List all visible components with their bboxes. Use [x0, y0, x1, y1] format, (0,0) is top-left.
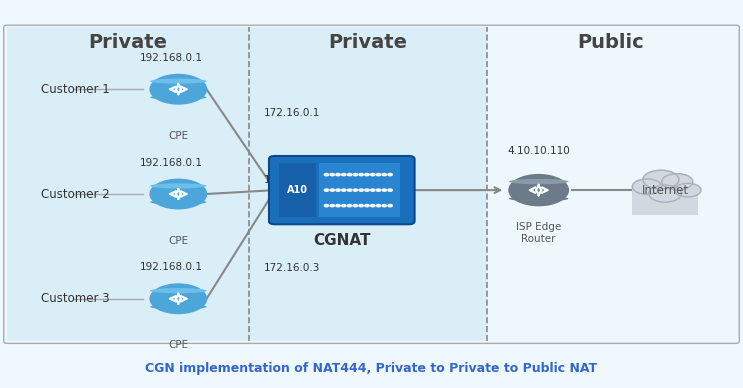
Text: CPE: CPE	[168, 236, 189, 246]
Circle shape	[365, 204, 369, 207]
Circle shape	[509, 175, 568, 206]
Text: 192.168.0.1: 192.168.0.1	[140, 53, 202, 63]
Text: Private: Private	[328, 33, 407, 52]
Text: Customer 3: Customer 3	[41, 292, 109, 305]
Circle shape	[342, 189, 346, 191]
FancyBboxPatch shape	[249, 27, 487, 341]
Ellipse shape	[509, 179, 568, 184]
Circle shape	[382, 189, 386, 191]
Text: 192.168.0.1: 192.168.0.1	[140, 262, 202, 272]
Circle shape	[353, 173, 357, 176]
FancyBboxPatch shape	[279, 163, 316, 217]
Circle shape	[382, 204, 386, 207]
Circle shape	[376, 173, 380, 176]
Text: 4.10.10.110: 4.10.10.110	[507, 146, 570, 156]
Circle shape	[675, 183, 701, 197]
Circle shape	[342, 173, 346, 176]
Text: Customer 1: Customer 1	[41, 83, 110, 96]
Circle shape	[643, 170, 679, 189]
Text: CPE: CPE	[168, 131, 189, 141]
Circle shape	[150, 284, 207, 314]
Text: CGN implementation of NAT444, Private to Private to Public NAT: CGN implementation of NAT444, Private to…	[146, 362, 597, 375]
Text: ISP Edge
Router: ISP Edge Router	[516, 222, 561, 244]
Circle shape	[336, 189, 340, 191]
Circle shape	[376, 189, 380, 191]
FancyBboxPatch shape	[319, 163, 400, 217]
Circle shape	[336, 173, 340, 176]
Ellipse shape	[509, 196, 568, 201]
Circle shape	[359, 189, 363, 191]
Text: CGNAT: CGNAT	[313, 233, 371, 248]
FancyBboxPatch shape	[269, 156, 415, 224]
Ellipse shape	[150, 199, 207, 205]
Circle shape	[324, 204, 328, 207]
Circle shape	[330, 204, 334, 207]
Circle shape	[330, 173, 334, 176]
Circle shape	[365, 173, 369, 176]
FancyBboxPatch shape	[487, 27, 736, 341]
Text: Public: Public	[578, 33, 644, 52]
Ellipse shape	[150, 288, 207, 293]
Circle shape	[382, 173, 386, 176]
Ellipse shape	[150, 183, 207, 189]
Circle shape	[348, 173, 352, 176]
Text: 172.16.0.3: 172.16.0.3	[264, 263, 320, 273]
Circle shape	[371, 173, 375, 176]
Text: 192.168.0.1: 192.168.0.1	[140, 158, 202, 168]
Text: Private: Private	[88, 33, 168, 52]
Circle shape	[150, 179, 207, 209]
Circle shape	[371, 204, 375, 207]
FancyBboxPatch shape	[632, 187, 698, 215]
Text: Customer 2: Customer 2	[41, 187, 110, 201]
Circle shape	[336, 204, 340, 207]
Circle shape	[365, 189, 369, 191]
Circle shape	[388, 189, 392, 191]
Circle shape	[342, 204, 346, 207]
Circle shape	[353, 189, 357, 191]
Ellipse shape	[150, 95, 207, 100]
Circle shape	[388, 173, 392, 176]
Circle shape	[662, 174, 692, 190]
Text: 172.16.0.1: 172.16.0.1	[264, 107, 320, 118]
Ellipse shape	[150, 304, 207, 310]
Circle shape	[632, 179, 662, 194]
Circle shape	[150, 74, 207, 104]
Circle shape	[348, 189, 352, 191]
Circle shape	[371, 189, 375, 191]
Text: A10: A10	[287, 185, 308, 195]
Circle shape	[359, 173, 363, 176]
Circle shape	[348, 204, 352, 207]
FancyBboxPatch shape	[7, 27, 249, 341]
Ellipse shape	[150, 78, 207, 84]
Circle shape	[388, 204, 392, 207]
Circle shape	[353, 204, 357, 207]
Text: CPE: CPE	[168, 340, 189, 350]
Text: Internet: Internet	[641, 184, 689, 197]
Circle shape	[330, 189, 334, 191]
Text: 172.16.0.2: 172.16.0.2	[264, 175, 320, 185]
Circle shape	[324, 189, 328, 191]
Circle shape	[324, 173, 328, 176]
Circle shape	[359, 204, 363, 207]
Circle shape	[376, 204, 380, 207]
Circle shape	[649, 185, 681, 202]
